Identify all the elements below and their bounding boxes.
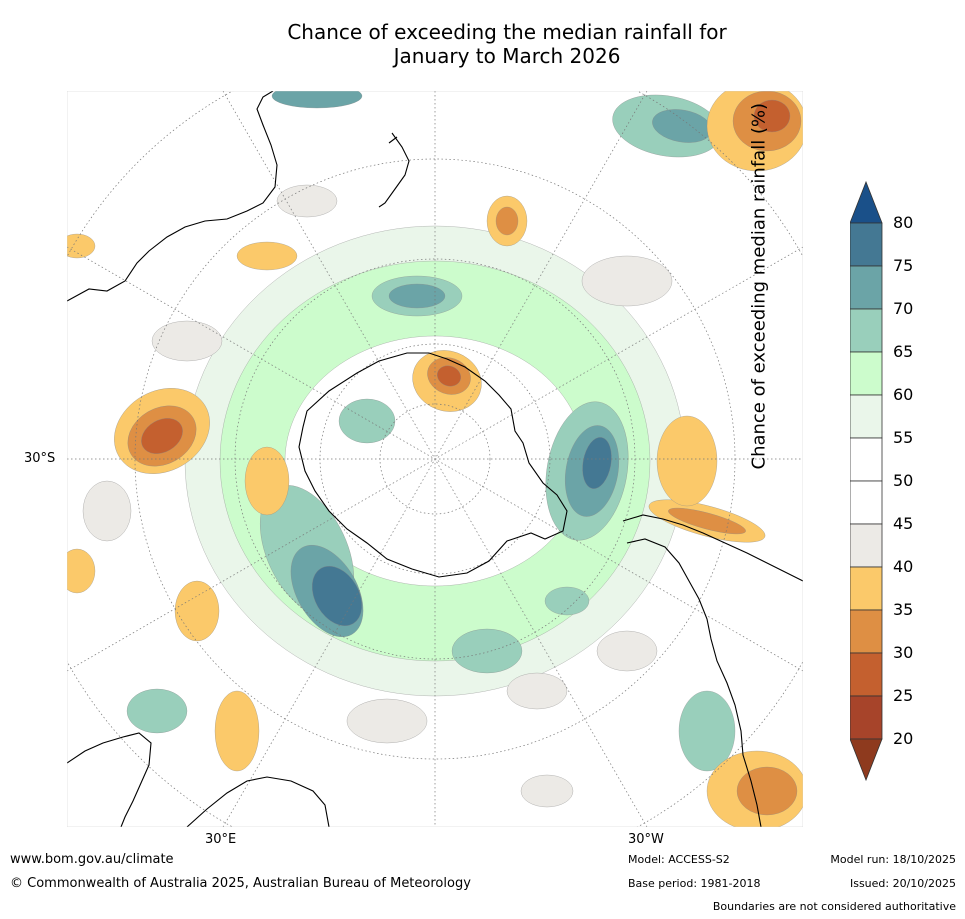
- colorbar-extend-high: [850, 180, 883, 224]
- new-zealand-coast: [378, 132, 410, 208]
- colorbar-title: Chance of exceeding median rainfall (%): [748, 102, 770, 470]
- probability-patch: [668, 507, 746, 535]
- graticule: [67, 91, 803, 827]
- colorbar-bin-30_35: [850, 609, 883, 654]
- colorbar-bin-35_40: [850, 566, 883, 611]
- colorbar-tick-label: 65: [893, 342, 914, 361]
- africa-coast: [67, 732, 330, 827]
- title-line-2: January to March 2026: [393, 44, 621, 68]
- colorbar-bin-60_65: [850, 351, 883, 396]
- colorbar-tick-label: 75: [893, 256, 914, 275]
- probability-patch: [346, 698, 428, 744]
- coastlines: [67, 91, 803, 827]
- probability-patch: [544, 586, 590, 616]
- colorbar-bin-50_55: [850, 437, 883, 482]
- probability-patch: [151, 320, 223, 362]
- probability-patch: [236, 241, 298, 271]
- colorbar-tick-label: 60: [893, 385, 914, 404]
- probability-patch: [495, 206, 519, 236]
- probability-patch: [678, 690, 736, 772]
- colorbar: [850, 180, 883, 782]
- colorbar-bin-70_75: [850, 265, 883, 310]
- probability-patch: [67, 233, 96, 259]
- map-title: Chance of exceeding the median rainfall …: [0, 20, 965, 68]
- colorbar-bin-45_50: [850, 480, 883, 525]
- colorbar-tick-label: 70: [893, 299, 914, 318]
- colorbar-bin-20_25: [850, 695, 883, 740]
- antarctica-coast: [298, 352, 568, 578]
- probability-patch: [126, 688, 188, 734]
- colorbar-tick-label: 50: [893, 471, 914, 490]
- colorbar-tick-label: 30: [893, 643, 914, 662]
- probability-patch: [388, 283, 446, 309]
- copyright-text: © Commonwealth of Australia 2025, Austra…: [10, 876, 471, 891]
- probability-patch: [67, 548, 96, 594]
- model-run-date: Model run: 18/10/2025: [830, 853, 956, 866]
- colorbar-bin-25_30: [850, 652, 883, 697]
- rainfall-map: [67, 91, 803, 827]
- colorbar-tick-label: 55: [893, 428, 914, 447]
- south-america-coast: [622, 514, 803, 827]
- probability-patch: [311, 566, 363, 626]
- colorbar-tick-label: 20: [893, 729, 914, 748]
- probability-patch: [656, 415, 718, 507]
- website-link[interactable]: www.bom.gov.au/climate: [10, 852, 174, 867]
- colorbar-bin-55_60: [850, 394, 883, 439]
- colorbar-tick-label: 80: [893, 213, 914, 232]
- base-period: Base period: 1981-2018: [628, 877, 761, 890]
- probability-field: [67, 91, 803, 827]
- longitude-label-east: 30°E: [205, 832, 237, 847]
- probability-patch: [214, 690, 260, 772]
- probability-patch: [736, 766, 798, 816]
- colorbar-bin-40_45: [850, 523, 883, 568]
- probability-patch: [506, 672, 568, 710]
- probability-patch: [582, 437, 612, 489]
- probability-patch: [82, 480, 132, 542]
- probability-patch: [244, 446, 290, 516]
- probability-patch: [451, 628, 523, 674]
- probability-patch: [174, 580, 220, 642]
- colorbar-bin-75_80: [850, 222, 883, 267]
- probability-patch: [520, 774, 574, 808]
- probability-patch: [437, 365, 461, 387]
- probability-patch: [581, 255, 673, 307]
- boundaries-disclaimer: Boundaries are not considered authoritat…: [712, 900, 956, 913]
- probability-patch: [753, 99, 791, 133]
- colorbar-extend-low: [850, 738, 883, 782]
- latitude-label: 30°S: [24, 451, 56, 466]
- australia-coast: [67, 91, 278, 302]
- colorbar-tick-label: 40: [893, 557, 914, 576]
- probability-patch: [596, 630, 658, 672]
- colorbar-tick-label: 45: [893, 514, 914, 533]
- title-line-1: Chance of exceeding the median rainfall …: [287, 20, 727, 44]
- colorbar-tick-label: 25: [893, 686, 914, 705]
- model-name: Model: ACCESS-S2: [628, 853, 730, 866]
- probability-patch: [276, 184, 338, 218]
- probability-patch: [338, 398, 396, 444]
- probability-patch: [271, 91, 363, 109]
- longitude-label-west: 30°W: [628, 832, 664, 847]
- colorbar-tick-label: 35: [893, 600, 914, 619]
- issued-date: Issued: 20/10/2025: [849, 877, 956, 890]
- colorbar-bin-65_70: [850, 308, 883, 353]
- probability-patch: [141, 418, 183, 454]
